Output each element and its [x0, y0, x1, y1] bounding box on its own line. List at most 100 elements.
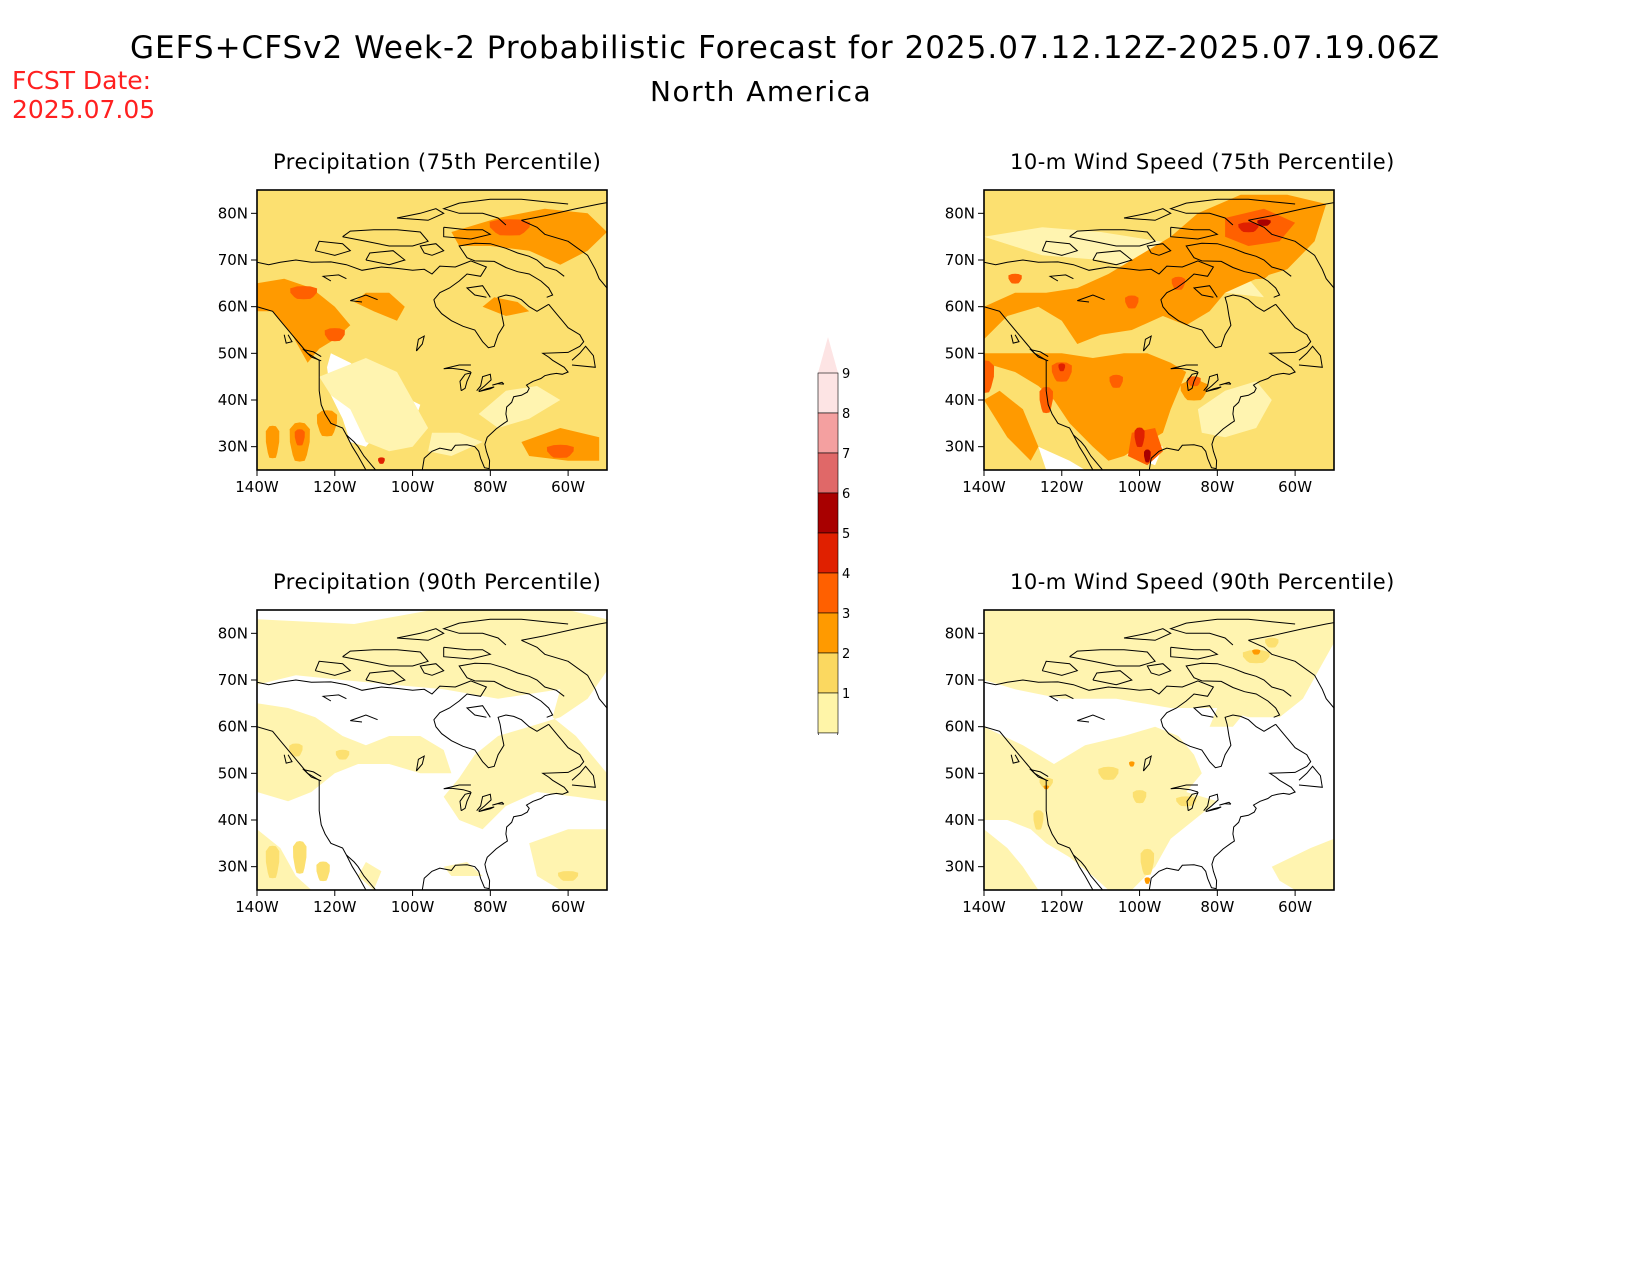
- shaded-region: [265, 425, 280, 459]
- shaded-region: [1144, 877, 1150, 884]
- coastline: [1048, 274, 1074, 282]
- shaded-region: [1109, 374, 1123, 388]
- coastline: [1205, 806, 1222, 813]
- coastline: [492, 801, 505, 806]
- coastline: [443, 226, 492, 240]
- coastline: [442, 198, 569, 226]
- coastline: [459, 792, 472, 812]
- lat-label: 40N: [945, 811, 975, 829]
- lon-label: 140W: [235, 898, 279, 916]
- colorbar-label: 10: [842, 687, 850, 702]
- coastline: [415, 755, 425, 772]
- colorbar-swatch: [817, 612, 839, 654]
- shaded-region: [354, 292, 405, 321]
- coastline: [443, 646, 492, 660]
- coastline: [478, 806, 495, 813]
- map-field: [257, 610, 607, 890]
- shaded-region: [1271, 838, 1334, 890]
- lat-label: 60N: [945, 298, 975, 316]
- panel-wind-75: 10-m Wind Speed (75th Percentile) 80N 70N…: [932, 150, 1452, 530]
- coastline: [1248, 219, 1334, 290]
- coastline: [1123, 208, 1172, 221]
- lon-label: 60W: [1278, 478, 1312, 496]
- coastline: [1248, 639, 1334, 710]
- lon-label: 100W: [391, 898, 435, 916]
- coastline: [1148, 303, 1312, 470]
- coastline: [1092, 670, 1133, 686]
- map-frame: [983, 189, 1335, 471]
- lon-label: 60W: [551, 898, 585, 916]
- shaded-region: [293, 841, 307, 874]
- shaded-region: [1197, 381, 1272, 438]
- coastline: [350, 294, 378, 303]
- shaded-region: [1238, 222, 1259, 233]
- lon-label: 80W: [473, 478, 507, 496]
- coastline: [521, 219, 607, 290]
- colorbar-label: 30: [842, 607, 850, 622]
- shaded-region: [984, 829, 1039, 890]
- shaded-region: [324, 328, 345, 342]
- shaded-region: [1038, 446, 1086, 470]
- coastline: [314, 660, 352, 676]
- coastline: [321, 694, 347, 702]
- shaded-region: [1239, 259, 1274, 280]
- map-precip-75: 80N 70N 60N 50N 40N 30N 140W 120W 100W 80W 60W: [218, 189, 608, 496]
- coastline: [1029, 768, 1049, 782]
- shaded-region: [335, 749, 350, 760]
- coastline: [350, 714, 378, 723]
- panel-precip-75: Precipitation (75th Percentile) 80N 70N 60…: [205, 150, 725, 530]
- lat-label: 60N: [218, 298, 248, 316]
- lon-label: 100W: [391, 478, 435, 496]
- shaded-region: [316, 410, 338, 437]
- coastline: [571, 765, 596, 788]
- coastline: [419, 663, 445, 676]
- colorbar-swatch: [817, 692, 839, 734]
- panel-title: Precipitation (90th Percentile): [273, 570, 602, 594]
- coastline: [1148, 723, 1312, 890]
- lat-label: 80N: [945, 204, 975, 222]
- shaded-region: [984, 390, 1039, 461]
- coastline: [465, 285, 491, 298]
- coastline: [476, 373, 492, 392]
- coastline: [443, 784, 472, 793]
- map-frame: [256, 609, 608, 891]
- coastline: [1123, 628, 1172, 641]
- shaded-region: [1225, 208, 1296, 246]
- lon-label: 120W: [313, 898, 357, 916]
- shaded-region: [1058, 363, 1066, 372]
- coastline: [1170, 226, 1219, 240]
- lat-label: 50N: [945, 764, 975, 782]
- coastline: [1219, 381, 1232, 386]
- coastline: [345, 854, 367, 890]
- shaded-region: [378, 457, 385, 464]
- forecast-date-label: FCST Date:: [12, 66, 152, 95]
- lon-label: 80W: [1200, 898, 1234, 916]
- coastline: [1170, 784, 1199, 793]
- panel-title: Precipitation (75th Percentile): [273, 150, 602, 174]
- shaded-region: [290, 286, 318, 300]
- lat-label: 50N: [218, 344, 248, 362]
- map-wind-90: 80N 70N 60N 50N 40N 30N 140W 120W 100W 80W 60W: [945, 609, 1335, 916]
- coastline: [458, 242, 565, 298]
- coastline: [342, 649, 429, 667]
- coastline: [571, 345, 596, 368]
- coastline: [283, 754, 293, 764]
- coastline: [492, 381, 505, 386]
- coastline: [984, 679, 1276, 769]
- lat-label: 50N: [945, 344, 975, 362]
- colorbar-label: 20: [842, 647, 850, 662]
- coastline: [984, 726, 1103, 890]
- coastline: [1186, 372, 1199, 392]
- map-wind-75: 80N 70N 60N 50N 40N 30N 140W 120W 100W 80W 60W: [945, 189, 1335, 496]
- coastline: [1048, 694, 1074, 702]
- map-field: [257, 190, 607, 470]
- shaded-region: [1098, 766, 1119, 780]
- coastline: [342, 229, 429, 247]
- lon-label: 100W: [1118, 898, 1162, 916]
- lon-label: 120W: [313, 478, 357, 496]
- shaded-region: [1257, 219, 1271, 226]
- shaded-region: [482, 297, 530, 316]
- coastline: [984, 306, 1103, 470]
- shaded-region: [265, 845, 280, 879]
- lon-label: 60W: [551, 478, 585, 496]
